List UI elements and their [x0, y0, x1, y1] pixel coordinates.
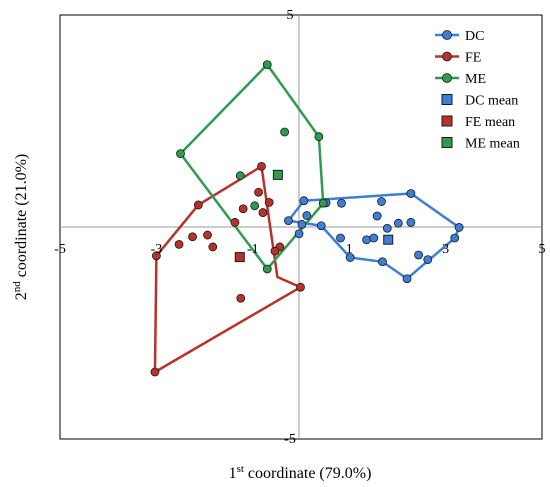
legend-item-dc: DC — [435, 29, 484, 44]
dc-point-3 — [337, 198, 346, 208]
y-tick-label: -5 — [284, 432, 296, 447]
dc-point-6 — [284, 216, 293, 226]
y-tick-labels: 5 -5 — [284, 8, 296, 447]
dc-point-19 — [382, 223, 392, 233]
fe-point-11 — [174, 239, 184, 249]
me-hull — [179, 63, 325, 271]
fe-mean-marker — [234, 252, 245, 263]
fe-point-17 — [150, 367, 160, 377]
x-tick-label: -5 — [54, 242, 66, 257]
x-tick-label: 5 — [539, 242, 546, 257]
fe-point-6 — [258, 208, 268, 217]
fe-point-13 — [270, 246, 280, 256]
x-axis-label: 1st coordinate (79.0%) — [229, 463, 372, 482]
dc-point-20 — [345, 253, 355, 262]
dc-point-15 — [450, 233, 460, 243]
y-axis-label: 2nd coordinate (21.0%) — [11, 154, 30, 301]
dc-point-9 — [297, 220, 307, 229]
me-point-3 — [314, 132, 324, 142]
fe-point-14 — [236, 293, 246, 303]
dc-point-8 — [316, 221, 326, 231]
dc-point-17 — [362, 235, 371, 245]
dc-point-11 — [372, 211, 382, 221]
me-point-4 — [176, 149, 185, 159]
svg-text:ME: ME — [465, 72, 486, 87]
dc-point-1 — [299, 196, 309, 206]
fe-point-15 — [296, 282, 305, 292]
dc-point-22 — [414, 250, 424, 260]
y-tick-label: 5 — [287, 8, 294, 23]
x-tick-label: -3 — [151, 242, 163, 257]
dc-point-24 — [402, 274, 412, 284]
x-tick-label: 1 — [346, 242, 353, 257]
legend: DC FE ME DC mean FE mean ME mean — [435, 29, 520, 152]
me-point-8 — [318, 198, 328, 208]
legend-item-fe: FE — [435, 51, 481, 66]
legend-item-fe-mean: FE mean — [441, 115, 515, 130]
svg-text:FE: FE — [465, 51, 481, 66]
legend-item-dc-mean: DC mean — [441, 94, 518, 109]
dc-point-14 — [454, 223, 464, 232]
me-mean-marker — [272, 169, 283, 180]
x-tick-label: 3 — [442, 242, 449, 257]
me-point-1 — [262, 60, 272, 70]
fe-point-1 — [257, 161, 266, 171]
fe-point-7 — [230, 217, 240, 227]
fe-point-8 — [203, 230, 212, 240]
dc-point-13 — [406, 217, 416, 227]
me-point-6 — [250, 201, 260, 211]
svg-text:DC: DC — [465, 29, 484, 44]
fe-point-3 — [238, 204, 248, 214]
legend-item-me-mean: ME mean — [441, 137, 520, 152]
me-point-5 — [235, 171, 245, 181]
dc-point-18 — [369, 233, 379, 243]
me-point-2 — [280, 127, 290, 137]
fe-point-9 — [188, 232, 197, 242]
x-tick-label: -1 — [247, 242, 259, 257]
x-tick-labels: -5 -3 -1 1 3 5 — [54, 242, 545, 257]
dc-point-16 — [336, 233, 345, 243]
dc-point-12 — [393, 218, 403, 228]
dc-mean-marker — [383, 234, 394, 245]
dc-point-23 — [423, 255, 433, 265]
svg-text:DC mean: DC mean — [465, 94, 518, 109]
dc-point-21 — [378, 257, 387, 267]
dc-point-4 — [377, 197, 386, 206]
dc-point-5 — [406, 189, 416, 198]
legend-item-me: ME — [435, 72, 486, 87]
dc-point-7 — [302, 211, 312, 220]
fe-point-10 — [208, 242, 218, 252]
data-points — [150, 60, 464, 377]
fe-point-16 — [151, 251, 161, 261]
svg-text:ME mean: ME mean — [465, 137, 520, 152]
fe-point-5 — [254, 187, 263, 197]
me-point-7 — [262, 264, 272, 274]
fe-point-2 — [193, 200, 203, 210]
dc-point-10 — [294, 229, 304, 239]
fe-point-4 — [264, 198, 274, 207]
group-means — [234, 169, 394, 263]
svg-text:FE mean: FE mean — [465, 115, 515, 130]
